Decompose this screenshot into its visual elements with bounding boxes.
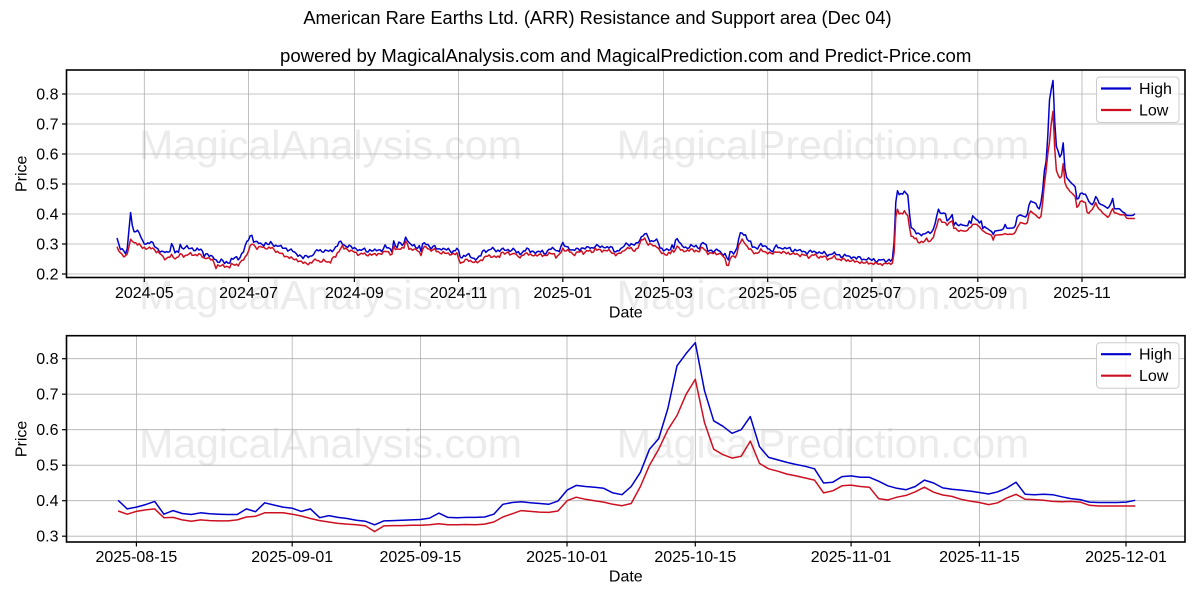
svg-text:2024-07: 2024-07 [219,285,278,302]
svg-text:2025-10-01: 2025-10-01 [526,549,608,566]
svg-text:0.6: 0.6 [36,422,58,439]
svg-text:Date: Date [609,305,643,322]
svg-text:Date: Date [609,569,643,586]
svg-text:2025-11-15: 2025-11-15 [939,549,1020,566]
svg-text:2025-05: 2025-05 [738,285,797,302]
svg-text:High: High [1139,81,1172,98]
svg-text:0.8: 0.8 [36,87,58,104]
svg-text:2024-05: 2024-05 [115,285,174,302]
svg-text:Price: Price [14,155,31,192]
svg-text:MagicalAnalysis.com: MagicalAnalysis.com [139,122,522,168]
svg-text:0.6: 0.6 [36,147,58,164]
svg-text:2025-08-15: 2025-08-15 [95,549,177,566]
svg-text:powered by MagicalAnalysis.com: powered by MagicalAnalysis.com and Magic… [280,45,971,66]
svg-text:High: High [1139,347,1172,364]
svg-text:0.7: 0.7 [36,387,58,404]
svg-text:0.5: 0.5 [36,177,58,194]
svg-text:2025-09: 2025-09 [948,285,1007,302]
svg-text:0.5: 0.5 [36,458,58,475]
svg-text:MagicalPrediction.com: MagicalPrediction.com [617,272,1029,318]
svg-text:0.2: 0.2 [36,267,58,284]
svg-text:2025-03: 2025-03 [634,285,693,302]
svg-text:0.4: 0.4 [36,493,58,510]
svg-text:2025-11: 2025-11 [1053,285,1111,302]
svg-text:2025-07: 2025-07 [843,285,902,302]
svg-text:Low: Low [1139,368,1169,385]
svg-text:2025-12-01: 2025-12-01 [1085,549,1167,566]
svg-text:0.7: 0.7 [36,117,58,134]
svg-text:Low: Low [1139,103,1169,120]
svg-text:0.8: 0.8 [36,351,58,368]
svg-text:0.3: 0.3 [36,237,58,254]
svg-text:MagicalPrediction.com: MagicalPrediction.com [617,421,1029,467]
svg-text:2024-11: 2024-11 [430,285,488,302]
svg-text:2024-09: 2024-09 [325,285,384,302]
svg-text:Price: Price [14,421,31,458]
svg-text:2025-09-15: 2025-09-15 [379,549,461,566]
svg-text:0.3: 0.3 [36,529,58,546]
svg-text:MagicalPrediction.com: MagicalPrediction.com [617,122,1029,168]
svg-text:American Rare Earths Ltd. (ARR: American Rare Earths Ltd. (ARR) Resistan… [303,7,891,28]
svg-text:2025-10-15: 2025-10-15 [654,549,736,566]
svg-text:2025-01: 2025-01 [533,285,592,302]
svg-text:0.4: 0.4 [36,207,58,224]
svg-text:2025-11-01: 2025-11-01 [811,549,892,566]
svg-text:2025-09-01: 2025-09-01 [251,549,333,566]
svg-text:MagicalAnalysis.com: MagicalAnalysis.com [139,421,522,467]
